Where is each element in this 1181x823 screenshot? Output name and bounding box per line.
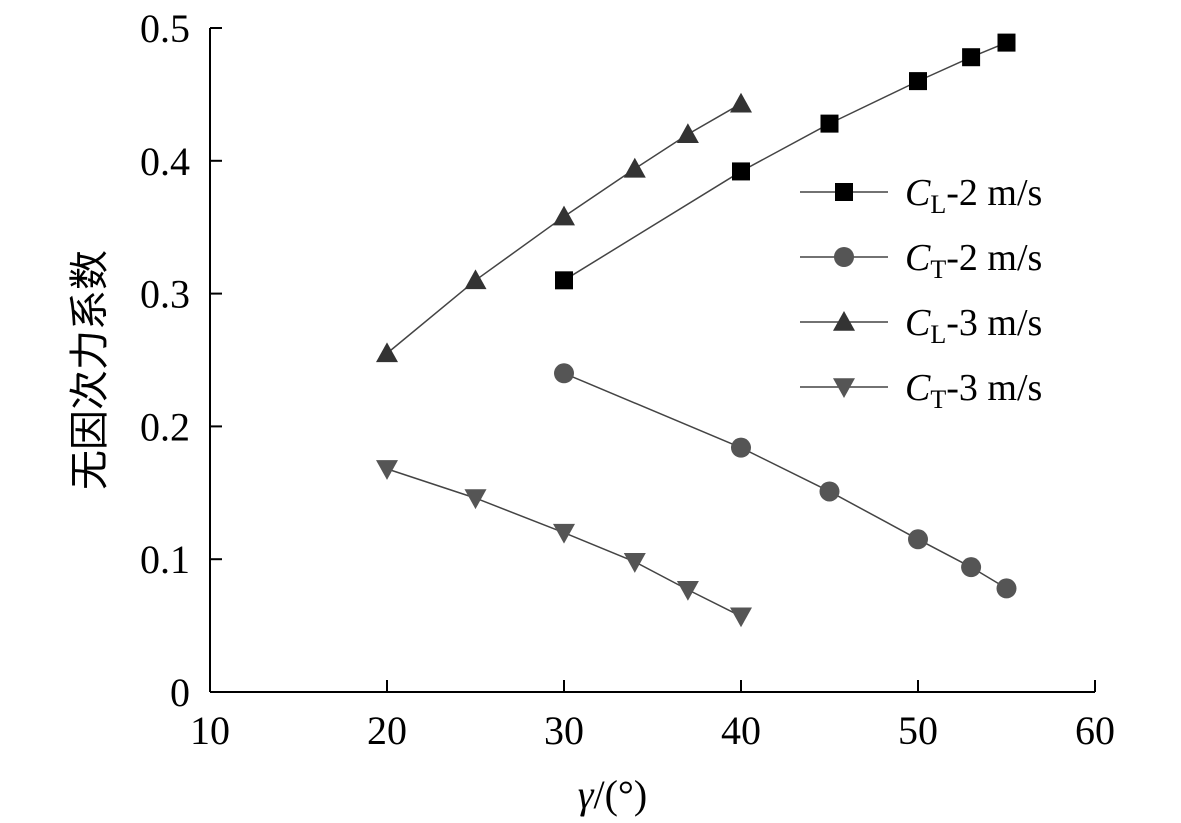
series-line xyxy=(386,468,742,617)
series-0 xyxy=(555,33,1016,290)
x-tick-label: 50 xyxy=(898,708,938,753)
data-point xyxy=(676,580,699,601)
data-point xyxy=(464,489,487,510)
legend-label: CL-3 m/s xyxy=(905,302,1042,349)
data-point xyxy=(962,48,981,67)
data-point xyxy=(819,481,840,502)
y-tick-label: 0.5 xyxy=(140,6,190,51)
legend-label: CL-2 m/s xyxy=(905,172,1042,219)
data-point xyxy=(676,123,699,144)
axis-titles: γ/(°) 无因次力系数 xyxy=(67,250,647,817)
data-point xyxy=(732,162,750,181)
legend-label: CT-2 m/s xyxy=(905,237,1042,284)
y-tick-label: 0 xyxy=(170,670,190,715)
y-tick-label: 0.3 xyxy=(140,272,190,317)
legend-symbol: C xyxy=(905,302,931,344)
series-1 xyxy=(554,363,1017,599)
data-point xyxy=(553,205,575,226)
legend-entry: CT-3 m/s xyxy=(800,367,1042,414)
data-point xyxy=(623,553,646,573)
axes: 0 0.1 0.2 0.3 0.4 0.5 10 20 30 40 50 60 xyxy=(140,6,1115,753)
data-point xyxy=(553,523,575,544)
legend-subscript: T xyxy=(930,385,946,414)
legend-entry: CT-2 m/s xyxy=(800,237,1042,284)
y-tick-label: 0.2 xyxy=(140,404,190,449)
series-layer xyxy=(376,33,1017,628)
data-point xyxy=(555,271,573,290)
data-point xyxy=(376,460,398,480)
y-tick-label: 0.1 xyxy=(140,537,190,582)
legend-suffix: -3 m/s xyxy=(946,302,1042,344)
y-axis-title: 无因次力系数 xyxy=(67,250,112,490)
data-point xyxy=(820,114,839,133)
data-point xyxy=(730,607,752,628)
x-tick-label: 30 xyxy=(544,708,584,753)
legend-label: CT-3 m/s xyxy=(905,367,1042,414)
data-point xyxy=(908,529,928,550)
legend-marker xyxy=(835,183,853,201)
legend-marker xyxy=(833,311,855,331)
legend-suffix: -2 m/s xyxy=(946,172,1042,214)
data-point xyxy=(554,363,574,384)
y-tick-label: 0.4 xyxy=(140,139,190,184)
x-axis-unit: /(°) xyxy=(594,772,648,817)
data-point xyxy=(623,157,646,178)
legend-subscript: L xyxy=(930,190,946,219)
data-point xyxy=(730,92,752,113)
x-axis-title: γ/(°) xyxy=(578,772,648,817)
series-3 xyxy=(376,460,752,628)
legend-symbol: C xyxy=(905,172,931,214)
legend-entry: CL-2 m/s xyxy=(800,172,1042,219)
data-point xyxy=(996,578,1017,599)
legend-subscript: L xyxy=(930,320,946,349)
data-point xyxy=(997,33,1016,52)
legend-suffix: -3 m/s xyxy=(946,367,1042,409)
series-line xyxy=(386,103,742,354)
x-axis-symbol: γ xyxy=(578,772,595,817)
data-point xyxy=(464,269,487,290)
x-tick-label: 40 xyxy=(721,708,761,753)
data-point xyxy=(731,437,751,458)
x-tick-label: 20 xyxy=(367,708,407,753)
data-point xyxy=(961,557,982,578)
legend-subscript: T xyxy=(930,255,946,284)
legend-entry: CL-3 m/s xyxy=(800,302,1042,349)
legend-symbol: C xyxy=(905,237,931,279)
series-2 xyxy=(376,92,752,363)
legend-suffix: -2 m/s xyxy=(946,237,1042,279)
x-tick-label: 10 xyxy=(190,708,230,753)
x-tick-label: 60 xyxy=(1075,708,1115,753)
legend-marker xyxy=(834,247,854,267)
legend-marker xyxy=(833,378,855,398)
legend-symbol: C xyxy=(905,367,931,409)
data-point xyxy=(909,72,927,91)
legend: CL-2 m/sCT-2 m/sCL-3 m/sCT-3 m/s xyxy=(800,172,1042,414)
series-line xyxy=(563,41,1007,281)
data-point xyxy=(376,342,398,363)
